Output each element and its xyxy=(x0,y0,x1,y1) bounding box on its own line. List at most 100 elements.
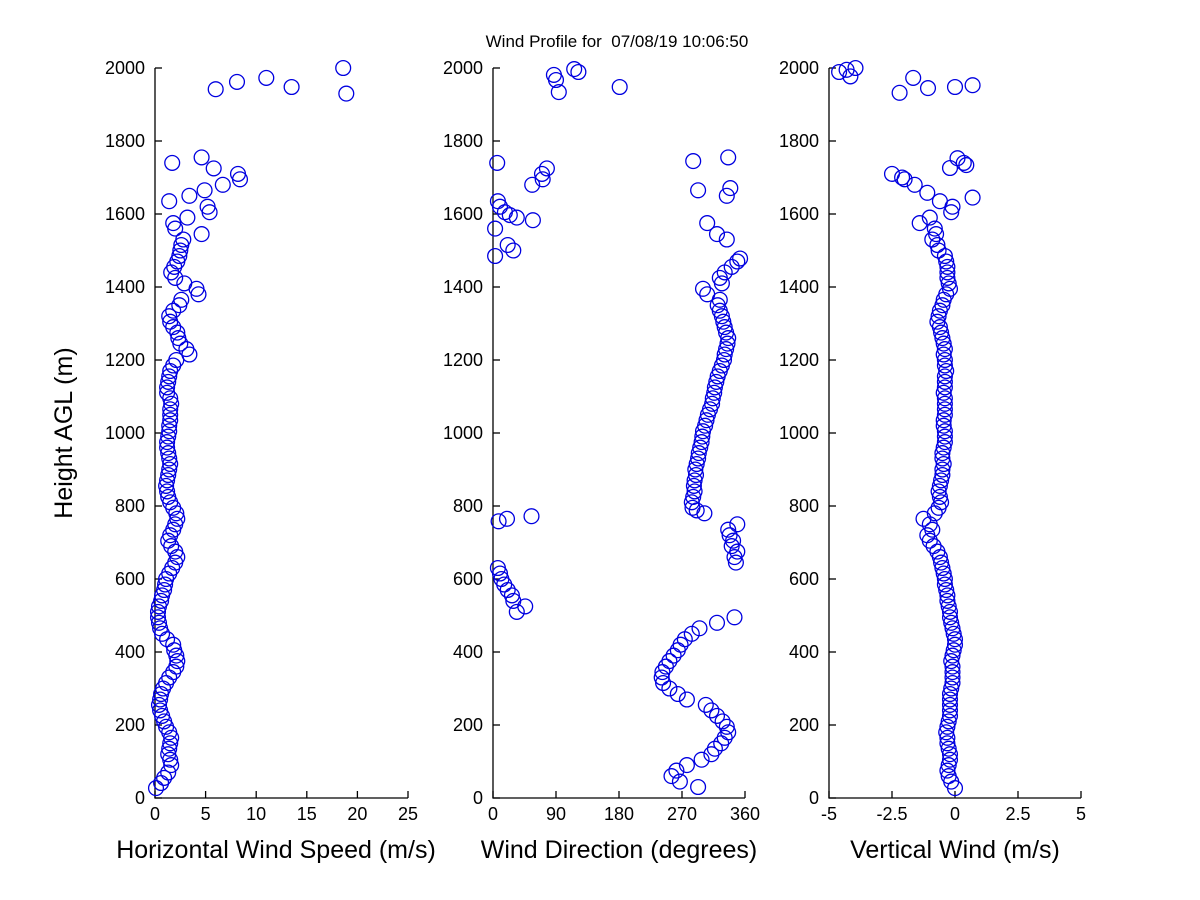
vertical-wind-data-point-marker xyxy=(936,406,953,423)
x-tick-label: 10 xyxy=(246,804,266,824)
wind-direction-data-point-marker xyxy=(720,149,737,166)
vertical-wind-data-point-marker xyxy=(941,159,959,177)
vertical-wind-data-point-marker xyxy=(930,308,947,325)
vertical-wind-data-point-marker xyxy=(944,669,961,686)
vertical-wind-data-point-marker xyxy=(919,527,936,544)
y-tick-label: 600 xyxy=(789,569,819,589)
horizontal-wind-speed-data-point-marker xyxy=(169,653,186,670)
horizontal-wind-speed-data-point-marker xyxy=(169,510,186,527)
vertical-wind-data-point-marker xyxy=(931,193,948,210)
x-tick-label: 360 xyxy=(730,804,760,824)
y-tick-label: 200 xyxy=(115,715,145,735)
horizontal-wind-speed-data-point-marker xyxy=(181,187,198,204)
vertical-wind-data-point-marker xyxy=(934,297,951,314)
horizontal-wind-speed-data-point-marker xyxy=(258,69,275,86)
vertical-wind-data-point-marker xyxy=(944,647,961,664)
vertical-wind-data-point-marker xyxy=(941,609,959,626)
wind-direction-data-point-marker xyxy=(663,768,680,785)
y-tick-label: 1000 xyxy=(443,423,483,443)
vertical-wind-data-point-marker xyxy=(939,592,956,609)
vertical-wind-data-point-marker xyxy=(941,685,959,703)
x-tick-label: 90 xyxy=(546,804,566,824)
wind-direction-data-point-marker xyxy=(487,247,504,265)
horizontal-wind-speed-data-point-marker xyxy=(176,275,193,292)
wind-direction-data-point-marker xyxy=(517,598,534,615)
vertical-wind-data-point-marker xyxy=(930,483,947,500)
wind-direction-data-point-marker xyxy=(694,428,711,445)
vertical-wind-data-point-marker xyxy=(936,401,953,418)
horizontal-wind-speed-data-point-marker xyxy=(283,78,300,96)
vertical-wind-data-point-marker xyxy=(941,707,959,724)
vertical-wind-data-point-marker xyxy=(935,346,952,363)
wind-direction-data-point-marker xyxy=(716,346,733,363)
horizontal-wind-speed-data-point-marker xyxy=(159,384,176,401)
horizontal-wind-speed-data-point-marker xyxy=(199,198,216,215)
wind-direction-data-point-marker xyxy=(489,193,506,210)
wind-direction-data-point-marker xyxy=(501,207,518,224)
vertical-wind-data-point-marker xyxy=(935,439,952,456)
wind-direction-data-point-marker xyxy=(668,762,685,779)
vertical-wind-data-point-marker xyxy=(939,258,956,275)
wind-direction-data-point-marker xyxy=(706,379,723,396)
wind-direction-data-point-marker xyxy=(699,215,716,232)
vertical-wind-data-point-marker xyxy=(940,275,957,292)
vertical-wind-data-point-marker xyxy=(941,746,959,763)
vertical-wind-data-point-marker xyxy=(905,69,922,86)
wind-direction-data-point-marker xyxy=(655,674,672,692)
vertical-wind-data-point-marker xyxy=(936,576,953,593)
horizontal-wind-speed-data-point-marker xyxy=(159,439,176,456)
horizontal-wind-speed-data-point-marker xyxy=(160,746,177,763)
wind-direction-data-point-marker xyxy=(687,461,704,478)
figure-title: Wind Profile for 07/08/19 10:06:50 xyxy=(485,32,749,51)
wind-direction-data-point-marker xyxy=(524,176,541,193)
vertical-wind-data-point-marker xyxy=(936,428,953,445)
y-tick-label: 800 xyxy=(789,496,819,516)
vertical-wind-data-point-marker xyxy=(938,724,955,741)
vertical-wind-data-point-marker xyxy=(935,455,952,473)
horizontal-wind-speed-data-point-marker xyxy=(165,636,182,653)
horizontal-wind-speed-data-point-marker xyxy=(162,401,179,418)
horizontal-wind-speed-data-point-marker xyxy=(158,477,175,494)
horizontal-wind-speed-data-point-marker xyxy=(162,735,179,752)
wind-direction-data-point-marker xyxy=(686,483,703,500)
vertical-wind-data-point-marker xyxy=(936,368,953,385)
y-tick-label: 0 xyxy=(473,788,483,808)
vertical-wind-data-point-marker xyxy=(938,581,955,599)
vertical-wind-data-point-marker xyxy=(883,165,901,182)
wind-direction-data-point-marker xyxy=(711,269,728,286)
horizontal-wind-speed-axis-spines xyxy=(154,68,408,799)
wind-direction-data-point-marker xyxy=(708,226,726,243)
wind-direction-data-point-marker xyxy=(729,543,746,560)
vertical-wind-data-point-marker xyxy=(946,636,964,653)
vertical-wind-data-point-marker xyxy=(931,477,948,494)
horizontal-wind-speed-data-point-marker xyxy=(152,702,169,719)
wind-direction-data-point-marker xyxy=(505,592,522,609)
horizontal-wind-speed-data-point-marker xyxy=(228,73,246,90)
vertical-wind-data-point-marker xyxy=(936,434,953,451)
wind-direction-data-point-marker xyxy=(693,434,710,451)
horizontal-wind-speed-data-point-marker xyxy=(160,764,177,781)
vertical-wind-data-point-marker xyxy=(945,642,962,659)
horizontal-wind-speed-data-point-marker xyxy=(173,291,190,308)
vertical-wind-data-point-marker xyxy=(933,494,950,511)
wind-direction-data-point-marker xyxy=(508,603,525,620)
vertical-wind-data-point-marker xyxy=(925,538,942,555)
vertical-wind-data-point-marker xyxy=(941,751,959,768)
wind-direction-data-point-marker xyxy=(720,521,737,538)
vertical-wind-data-point-marker xyxy=(934,466,951,484)
horizontal-wind-speed-data-point-marker xyxy=(156,581,173,599)
horizontal-wind-speed-data-point-marker xyxy=(161,308,178,325)
vertical-wind-data-point-marker xyxy=(831,63,848,81)
wind-direction-data-point-marker xyxy=(716,729,733,746)
wind-direction-data-point-marker xyxy=(534,171,551,188)
vertical-wind-data-point-marker xyxy=(938,253,955,270)
vertical-wind-data-point-marker xyxy=(944,620,961,637)
wind-direction-data-point-marker xyxy=(713,735,730,752)
wind-direction-data-point-marker xyxy=(718,231,735,248)
wind-direction-data-point-marker xyxy=(692,439,709,456)
vertical-wind-data-point-marker xyxy=(935,412,952,429)
vertical-wind-data-point-marker xyxy=(911,215,928,232)
wind-direction-data-point-marker xyxy=(714,713,731,730)
horizontal-wind-speed-data-point-marker xyxy=(156,769,173,786)
wind-direction-data-point-marker xyxy=(490,513,507,530)
